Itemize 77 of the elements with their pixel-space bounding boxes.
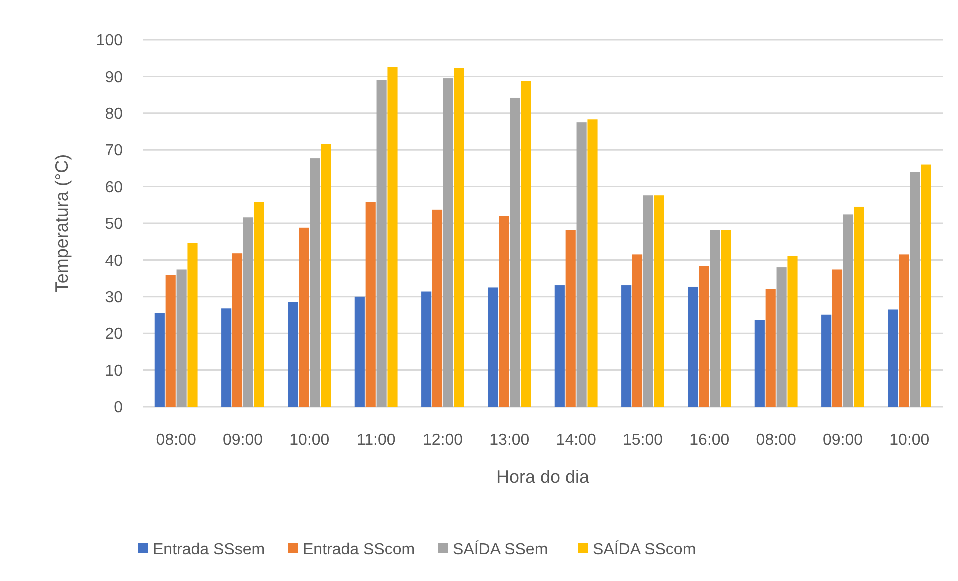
bar — [354, 296, 365, 407]
bar — [554, 286, 565, 407]
bar — [622, 286, 632, 407]
bar — [288, 302, 298, 407]
legend-label: SAÍDA SSem — [453, 540, 548, 559]
y-tick-label: 10 — [105, 362, 124, 380]
x-tick-label: 09:00 — [822, 432, 864, 449]
bar — [176, 270, 187, 407]
y-tick-label: 30 — [105, 290, 124, 306]
y-tick-label: 70 — [105, 142, 124, 160]
bar — [510, 98, 520, 407]
bar — [521, 81, 532, 407]
y-tick-label: 100 — [96, 32, 124, 50]
legend-label: Entrada SScom — [303, 542, 416, 559]
bar — [232, 254, 243, 407]
x-tick-label: 10:00 — [890, 432, 930, 449]
x-tick-label: 15:00 — [622, 432, 664, 449]
y-tick-label: 20 — [105, 326, 124, 344]
bar — [299, 228, 310, 407]
y-tick-label: 40 — [105, 252, 124, 270]
bar — [222, 308, 232, 407]
bar — [888, 310, 898, 407]
x-tick-label: 08:00 — [156, 432, 196, 449]
bar — [366, 202, 376, 407]
bar — [422, 292, 432, 407]
x-tick-label: 10:00 — [290, 432, 330, 449]
y-tick-label: 0 — [114, 400, 124, 417]
bar — [832, 270, 843, 407]
bar — [188, 243, 198, 407]
legend-label: SAÍDA SScom — [593, 540, 696, 559]
bar — [388, 67, 398, 407]
bar — [454, 68, 464, 407]
bar — [310, 158, 320, 407]
bar — [899, 254, 910, 407]
bar — [854, 206, 864, 407]
bar — [432, 210, 443, 407]
bar — [566, 230, 576, 407]
bar — [921, 164, 932, 407]
bar — [766, 289, 776, 407]
bar — [154, 313, 165, 407]
bar — [443, 78, 454, 407]
bar — [822, 314, 832, 407]
legend-label: Entrada SSsem — [153, 542, 266, 559]
bar — [321, 144, 332, 407]
bar — [488, 288, 498, 407]
x-tick-label: 16:00 — [690, 432, 730, 449]
bar — [376, 80, 387, 407]
bar — [721, 230, 732, 407]
bar — [576, 122, 587, 407]
x-tick-label: 11:00 — [356, 432, 396, 449]
bar — [654, 196, 664, 407]
y-tick-label: 60 — [105, 179, 124, 196]
bar — [776, 268, 787, 407]
y-tick-label: 80 — [105, 106, 124, 123]
bar — [643, 196, 654, 407]
x-tick-label: 08:00 — [756, 432, 796, 449]
x-tick-label: 14:00 — [556, 432, 596, 449]
x-tick-label: 09:00 — [222, 432, 264, 449]
x-axis-title: Hora do dia — [496, 467, 591, 487]
bar — [699, 266, 710, 407]
bar — [243, 218, 254, 407]
x-tick-label: 12:00 — [422, 432, 464, 449]
bar — [254, 202, 264, 407]
x-tick-label: 13:00 — [490, 432, 530, 449]
bar — [843, 214, 854, 407]
y-axis-title: Temperatura (°C) — [52, 154, 72, 293]
bar — [688, 286, 698, 407]
bar — [910, 172, 920, 407]
bar — [632, 254, 643, 407]
bar — [754, 320, 765, 407]
bar — [499, 216, 510, 407]
y-tick-label: 50 — [105, 216, 124, 234]
bar — [166, 275, 176, 407]
y-tick-label: 90 — [105, 69, 124, 86]
bar — [588, 120, 598, 407]
bar — [788, 256, 798, 407]
bar — [710, 230, 720, 407]
